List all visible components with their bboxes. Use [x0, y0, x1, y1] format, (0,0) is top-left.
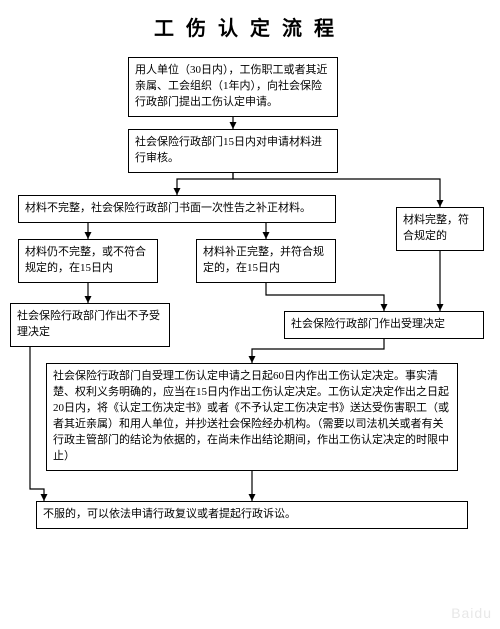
flow-node-n8: 社会保险行政部门作出受理决定: [284, 311, 484, 339]
flow-node-n9: 社会保险行政部门自受理工伤认定申请之日起60日内作出工伤认定决定。事实清楚、权利…: [46, 363, 458, 471]
flowchart-canvas: 用人单位（30日内），工伤职工或者其近亲属、工会组织（1年内），向社会保险行政部…: [0, 49, 500, 629]
flow-node-n3: 材料不完整，社会保险行政部门书面一次性告之补正材料。: [18, 195, 336, 223]
flow-node-n5: 材料补正完整，并符合规定的，在15日内: [196, 239, 336, 283]
edge-n7-n10: [30, 337, 44, 501]
flow-node-n10: 不服的，可以依法申请行政复议或者提起行政诉讼。: [36, 501, 468, 529]
page-title: 工伤认定流程: [0, 0, 500, 49]
flow-node-n2: 社会保险行政部门15日内对申请材料进行审核。: [128, 129, 338, 173]
flow-node-n7: 社会保险行政部门作出不予受理决定: [10, 303, 170, 347]
flow-node-n4: 材料仍不完整，或不符合规定的，在15日内: [18, 239, 158, 283]
flow-node-n1: 用人单位（30日内），工伤职工或者其近亲属、工会组织（1年内），向社会保险行政部…: [128, 57, 338, 117]
flow-node-n6: 材料完整，符合规定的: [396, 207, 484, 251]
